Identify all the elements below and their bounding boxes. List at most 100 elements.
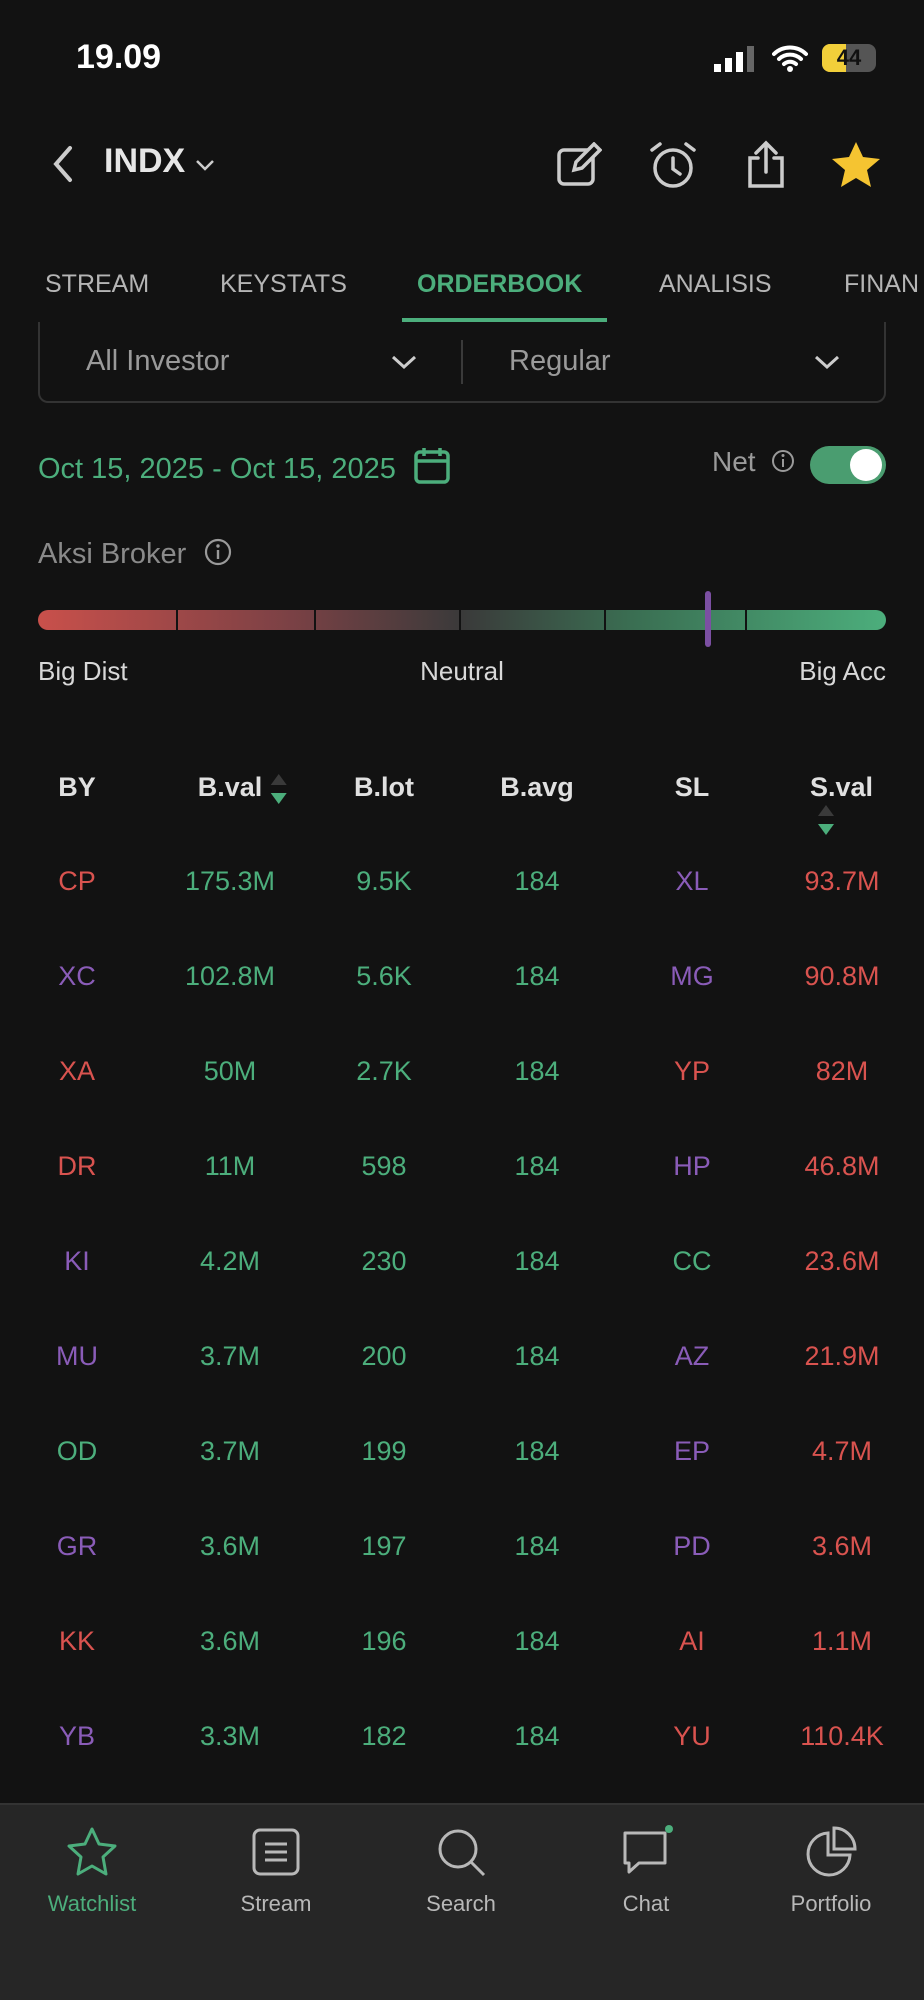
- seller-broker[interactable]: AZ: [674, 1341, 710, 1371]
- table-row[interactable]: MU 3.7M 200 184 AZ 21.9M: [0, 1341, 924, 1401]
- col-header-sl: SL: [674, 772, 710, 802]
- seller-broker[interactable]: EP: [673, 1436, 711, 1466]
- buyer-broker[interactable]: MU: [56, 1341, 98, 1371]
- favorite-star-icon[interactable]: [830, 140, 882, 190]
- buyer-broker[interactable]: KI: [64, 1246, 90, 1276]
- table-row[interactable]: KK 3.6M 196 184 AI 1.1M: [0, 1626, 924, 1686]
- info-icon[interactable]: [771, 449, 795, 473]
- nav-search[interactable]: Search: [396, 1825, 526, 1917]
- market-dropdown[interactable]: Regular: [463, 322, 884, 401]
- table-row[interactable]: CP 175.3M 9.5K 184 XL 93.7M: [0, 866, 924, 926]
- buyer-broker[interactable]: DR: [57, 1151, 97, 1181]
- buy-value: 3.7M: [199, 1341, 261, 1371]
- share-icon[interactable]: [746, 140, 786, 190]
- buyer-broker[interactable]: XA: [58, 1056, 96, 1086]
- chevron-down-icon: [195, 160, 214, 171]
- table-row[interactable]: DR 11M 598 184 HP 46.8M: [0, 1151, 924, 1211]
- nav-label: Portfolio: [790, 1891, 872, 1916]
- net-toggle[interactable]: [810, 446, 886, 484]
- nav-portfolio[interactable]: Portfolio: [766, 1825, 896, 1917]
- active-tab-indicator: [402, 318, 607, 322]
- tab-keystats[interactable]: KEYSTATS: [220, 270, 347, 298]
- buy-value: 3.6M: [199, 1626, 261, 1656]
- table-row[interactable]: KI 4.2M 230 184 CC 23.6M: [0, 1246, 924, 1306]
- chevron-down-icon: [814, 355, 840, 369]
- nav-watchlist[interactable]: Watchlist: [27, 1825, 157, 1917]
- buy-value: 102.8M: [184, 961, 276, 991]
- ticker-selector[interactable]: INDX: [104, 142, 215, 181]
- seller-broker[interactable]: CC: [672, 1246, 712, 1276]
- col-header-bavg: B.avg: [500, 772, 574, 802]
- col-header-by: BY: [58, 772, 96, 802]
- buyer-broker[interactable]: XC: [58, 961, 96, 991]
- sell-value: 90.8M: [804, 961, 880, 991]
- table-row[interactable]: XC 102.8M 5.6K 184 MG 90.8M: [0, 961, 924, 1021]
- star-icon: [67, 1827, 117, 1876]
- date-range: Oct 15, 2025 - Oct 15, 2025: [38, 453, 396, 485]
- tab-analisis[interactable]: ANALISIS: [659, 270, 772, 298]
- tab-stream[interactable]: STREAM: [45, 270, 150, 298]
- nav-label: Search: [426, 1891, 496, 1916]
- seller-broker[interactable]: XL: [675, 866, 709, 896]
- seller-broker[interactable]: MG: [670, 961, 714, 991]
- investor-dropdown[interactable]: All Investor: [40, 322, 461, 401]
- tab-orderbook[interactable]: ORDERBOOK: [417, 270, 583, 298]
- buyer-broker[interactable]: OD: [56, 1436, 98, 1466]
- tab-finan[interactable]: FINAN: [844, 270, 919, 298]
- edit-icon[interactable]: [556, 142, 602, 188]
- table-row[interactable]: YB 3.3M 182 184 YU 110.4K: [0, 1721, 924, 1781]
- divider: [461, 339, 463, 384]
- neutral-label: Neutral: [420, 656, 504, 686]
- buy-lot: 182: [361, 1721, 407, 1751]
- seller-broker[interactable]: YU: [673, 1721, 711, 1751]
- bval-label: B.val: [197, 772, 263, 802]
- buy-value: 3.7M: [199, 1436, 261, 1466]
- sell-value: 93.7M: [804, 866, 880, 896]
- table-row[interactable]: XA 50M 2.7K 184 YP 82M: [0, 1056, 924, 1116]
- buyer-broker[interactable]: YB: [58, 1721, 96, 1751]
- seller-broker[interactable]: YP: [673, 1056, 711, 1086]
- back-icon[interactable]: [50, 144, 76, 184]
- seller-broker[interactable]: PD: [673, 1531, 711, 1561]
- buy-value: 3.3M: [199, 1721, 261, 1751]
- nav-label: Chat: [622, 1891, 670, 1916]
- buy-avg: 184: [514, 961, 560, 991]
- seller-broker[interactable]: AI: [679, 1626, 705, 1656]
- buy-value: 50M: [203, 1056, 257, 1086]
- buy-avg: 184: [514, 1341, 560, 1371]
- sort-icon[interactable]: [270, 773, 287, 804]
- meter-marker: [704, 591, 711, 647]
- nav-chat[interactable]: Chat: [581, 1825, 711, 1917]
- buy-avg: 184: [514, 1056, 560, 1086]
- alarm-icon[interactable]: [648, 140, 698, 190]
- col-header-bval[interactable]: B.val: [198, 772, 287, 804]
- broker-action-meter: [38, 610, 886, 630]
- buyer-broker[interactable]: CP: [58, 866, 96, 896]
- buy-lot: 2.7K: [356, 1056, 412, 1086]
- search-icon: [438, 1829, 486, 1877]
- signal-icon: [714, 46, 754, 72]
- sell-value: 46.8M: [804, 1151, 880, 1181]
- buyer-broker[interactable]: KK: [58, 1626, 96, 1656]
- bottom-nav: Watchlist Stream Search Chat Portfolio: [0, 1803, 924, 2000]
- buy-avg: 184: [514, 1436, 560, 1466]
- info-icon[interactable]: [204, 538, 232, 566]
- buy-avg: 184: [514, 1151, 560, 1181]
- buy-value: 11M: [204, 1151, 256, 1181]
- buy-value: 3.6M: [199, 1531, 261, 1561]
- nav-stream[interactable]: Stream: [211, 1825, 341, 1917]
- buy-lot: 199: [361, 1436, 407, 1466]
- buy-lot: 598: [361, 1151, 407, 1181]
- tab-bar: STREAM KEYSTATS ORDERBOOK ANALISIS FINAN: [0, 250, 924, 322]
- seller-broker[interactable]: HP: [673, 1151, 711, 1181]
- col-header-sval[interactable]: S.val: [810, 772, 886, 835]
- sort-icon[interactable]: [818, 804, 834, 835]
- table-row[interactable]: GR 3.6M 197 184 PD 3.6M: [0, 1531, 924, 1591]
- buy-avg: 184: [514, 1626, 560, 1656]
- buyer-broker[interactable]: GR: [56, 1531, 98, 1561]
- buy-lot: 196: [361, 1626, 407, 1656]
- date-range-picker[interactable]: Oct 15, 2025 - Oct 15, 2025: [38, 446, 450, 486]
- sell-value: 4.7M: [811, 1436, 873, 1466]
- table-row[interactable]: OD 3.7M 199 184 EP 4.7M: [0, 1436, 924, 1496]
- chat-icon: [623, 1825, 673, 1874]
